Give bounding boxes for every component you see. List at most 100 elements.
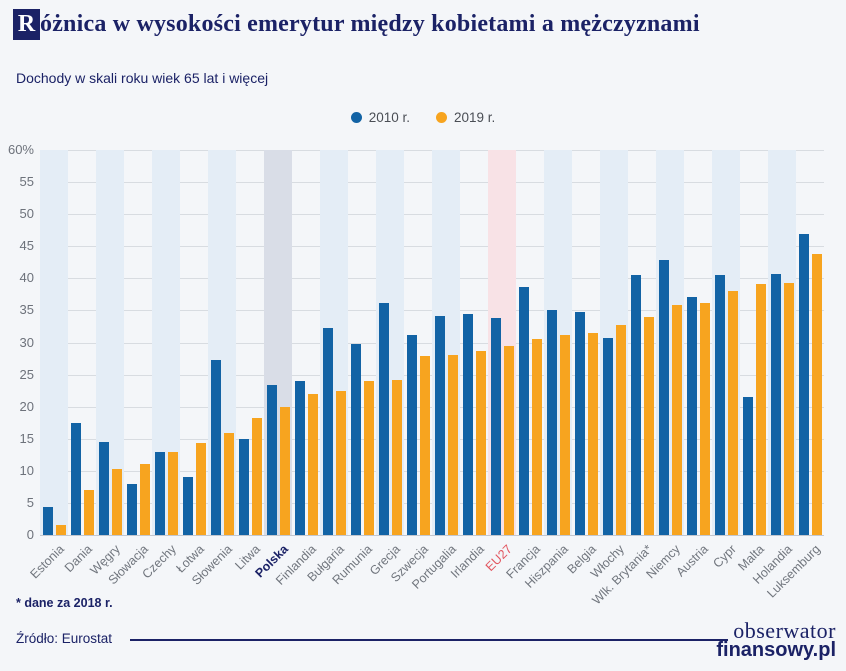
bar-irlandia-2010 [462, 314, 473, 535]
legend-label-2019: 2019 r. [454, 110, 496, 125]
column-niemcy [656, 150, 684, 535]
bar-malta-2019 [755, 284, 766, 535]
bar-irlandia-2019 [475, 351, 486, 535]
bar-hiszpania-2010 [546, 310, 557, 535]
x-label-wlk-brytania: Wlk. Brytania* [589, 542, 655, 608]
y-tick-55: 55 [19, 174, 34, 190]
bar-estonia-2010 [42, 507, 53, 535]
column-finlandia [292, 150, 320, 535]
bar-grecja-2019 [391, 380, 402, 535]
bar-portugalia-2010 [434, 316, 445, 535]
bar-malta-2010 [742, 397, 753, 535]
x-label-eu27: EU27 [482, 542, 515, 575]
bar-luksemburg-2019 [811, 253, 822, 535]
bar-słowenia-2019 [223, 432, 234, 535]
legend-item-2019: 2019 r. [436, 110, 495, 125]
x-label-holandia: Holandia [750, 542, 795, 587]
title-initial: R [17, 11, 36, 37]
column-estonia [40, 150, 68, 535]
bar-grecja-2010 [378, 302, 389, 535]
bar-finlandia-2019 [307, 393, 318, 535]
gridline-0 [40, 535, 824, 536]
x-label-bułgaria: Bułgaria [304, 542, 347, 585]
bar-wlk-brytania-2019 [643, 317, 654, 535]
legend-dot-2019-icon [436, 112, 447, 123]
x-label-irlandia: Irlandia [448, 542, 487, 581]
column-austria [684, 150, 712, 535]
bar-niemcy-2010 [658, 260, 669, 535]
bar-czechy-2010 [154, 452, 165, 535]
y-tick-15: 15 [19, 430, 34, 446]
plot-area [40, 150, 824, 535]
y-tick-50: 50 [19, 206, 34, 222]
bar-rumunia-2019 [363, 381, 374, 535]
bar-holandia-2010 [770, 273, 781, 535]
bar-francja-2010 [518, 287, 529, 535]
title-initial-box: R [13, 9, 40, 40]
legend-item-2010: 2010 r. [350, 110, 410, 125]
title-text: óżnica w wysokości emerytur między kobie… [40, 11, 700, 37]
column-cypr [712, 150, 740, 535]
bar-austria-2010 [686, 296, 697, 535]
column-szwecja [404, 150, 432, 535]
y-tick-5: 5 [26, 494, 34, 510]
bar-węgry-2010 [98, 441, 109, 535]
column-irlandia [460, 150, 488, 535]
x-label-belgia: Belgia [564, 542, 599, 577]
bar-litwa-2019 [251, 418, 262, 535]
bar-łotwa-2019 [195, 442, 206, 535]
bar-luksemburg-2010 [798, 234, 809, 535]
x-label-portugalia: Portugalia [409, 542, 459, 592]
bar-dania-2019 [83, 490, 94, 535]
bar-cypr-2019 [727, 291, 738, 535]
column-dania [68, 150, 96, 535]
column-słowenia [208, 150, 236, 535]
y-tick-20: 20 [19, 398, 34, 414]
obserwator-finansowy-logo: obserwator finansowy.pl [716, 618, 836, 661]
bar-szwecja-2010 [406, 334, 417, 535]
x-label-hiszpania: Hiszpania [522, 542, 571, 591]
column-bułgaria [320, 150, 348, 535]
bar-bułgaria-2010 [322, 327, 333, 535]
bar-holandia-2019 [783, 282, 794, 535]
footer-divider [130, 639, 728, 641]
y-tick-25: 25 [19, 366, 34, 382]
x-label-szwecja: Szwecja [388, 542, 431, 585]
y-tick-40: 40 [19, 270, 34, 286]
x-label-finlandia: Finlandia [273, 542, 319, 588]
y-tick-35: 35 [19, 302, 34, 318]
y-tick-0: 0 [26, 527, 34, 542]
y-axis-labels: 60% 55 50 45 40 35 30 25 20 15 10 5 0 [0, 142, 34, 542]
column-portugalia [432, 150, 460, 535]
bar-eu27-2019 [503, 346, 514, 535]
column-grecja [376, 150, 404, 535]
bar-włochy-2010 [602, 338, 613, 535]
column-belgia [572, 150, 600, 535]
bar-węgry-2019 [111, 468, 122, 535]
x-label-włochy: Włochy [588, 542, 627, 581]
column-rumunia [348, 150, 376, 535]
page-title: R óżnica w wysokości emerytur między kob… [13, 9, 700, 40]
logo-line1: obserwator [733, 618, 836, 643]
x-label-austria: Austria [673, 542, 711, 580]
column-francja [516, 150, 544, 535]
x-label-litwa: Litwa [232, 542, 263, 573]
legend-dot-2010-icon [350, 112, 362, 123]
x-label-słowenia: Słowenia [189, 542, 235, 588]
bar-szwecja-2019 [419, 355, 430, 535]
x-label-cypr: Cypr [710, 542, 739, 571]
x-label-niemcy: Niemcy [643, 542, 683, 582]
x-label-polska: Polska [252, 542, 291, 581]
x-label-francja: Francja [503, 542, 543, 582]
bar-słowacja-2010 [126, 483, 137, 535]
bar-niemcy-2019 [671, 304, 682, 535]
bar-bułgaria-2019 [335, 391, 346, 535]
column-holandia [768, 150, 796, 535]
column-czechy [152, 150, 180, 535]
column-słowacja [124, 150, 152, 535]
x-label-czechy: Czechy [139, 542, 179, 582]
legend-label-2010: 2010 r. [368, 110, 410, 125]
y-tick-30: 30 [19, 334, 34, 350]
y-tick-45: 45 [19, 238, 34, 254]
footnote: * dane za 2018 r. [16, 596, 113, 610]
